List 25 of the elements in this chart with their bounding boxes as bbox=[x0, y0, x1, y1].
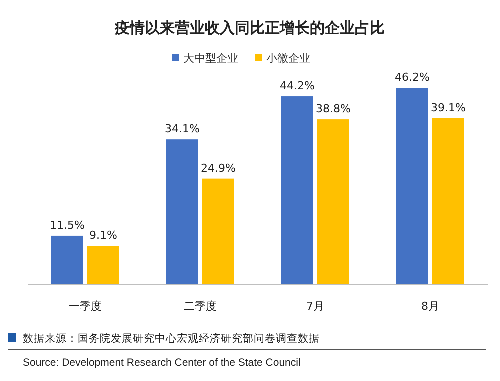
data-label: 39.1% bbox=[431, 101, 466, 114]
source-note: 数据来源：国务院发展研究中心宏观经济研究部问卷调查数据 bbox=[23, 332, 320, 345]
x-tick-label: 一季度 bbox=[69, 300, 102, 313]
source-note: Source: Development Research Center of the State Council bbox=[23, 357, 301, 369]
bar bbox=[282, 96, 314, 285]
data-label: 44.2% bbox=[280, 80, 315, 93]
data-label: 24.9% bbox=[201, 162, 236, 175]
bar bbox=[166, 140, 198, 285]
bar bbox=[52, 236, 84, 285]
legend-label: 大中型企业 bbox=[184, 52, 238, 65]
data-label: 46.2% bbox=[395, 71, 430, 84]
bar bbox=[432, 118, 464, 285]
x-tick-label: 二季度 bbox=[184, 300, 217, 313]
x-tick-label: 8月 bbox=[422, 300, 440, 313]
bar bbox=[202, 178, 234, 285]
chart-title: 疫情以来营业收入同比正增长的企业占比 bbox=[114, 19, 385, 37]
bar bbox=[396, 88, 428, 285]
data-label: 34.1% bbox=[165, 122, 200, 136]
data-label: 11.5% bbox=[50, 218, 85, 232]
bar bbox=[318, 120, 350, 285]
data-label: 9.1% bbox=[90, 229, 118, 242]
x-tick-label: 7月 bbox=[306, 300, 324, 313]
bar bbox=[88, 246, 120, 285]
data-label: 38.8% bbox=[316, 102, 351, 116]
legend-label: 小微企业 bbox=[266, 52, 310, 65]
